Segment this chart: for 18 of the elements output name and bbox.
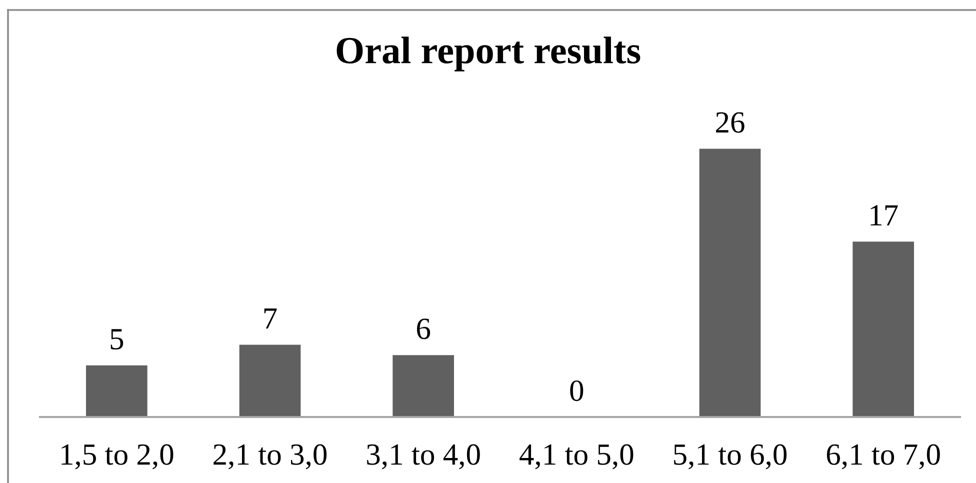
data-label: 0: [570, 380, 584, 402]
chart-title: Oral report results: [336, 36, 640, 72]
x-tick-label: 1,5 to 2,0: [62, 444, 174, 470]
bar: [699, 148, 761, 417]
data-label: 17: [870, 205, 898, 226]
x-tick-label: 6,1 to 7,0: [826, 444, 940, 470]
bar: [392, 355, 454, 417]
bar: [86, 365, 148, 417]
x-tick-label: 5,1 to 6,0: [674, 444, 787, 470]
data-label: 6: [417, 318, 430, 340]
x-tick-label: 4,1 to 5,0: [520, 444, 634, 470]
x-tick-label: 2,1 to 3,0: [214, 444, 327, 470]
x-tick-label: 3,1 to 4,0: [367, 444, 480, 470]
data-label: 26: [716, 112, 744, 133]
bar: [852, 242, 914, 417]
data-label: 7: [264, 308, 277, 329]
bar: [239, 344, 301, 417]
data-label: 5: [110, 329, 124, 350]
